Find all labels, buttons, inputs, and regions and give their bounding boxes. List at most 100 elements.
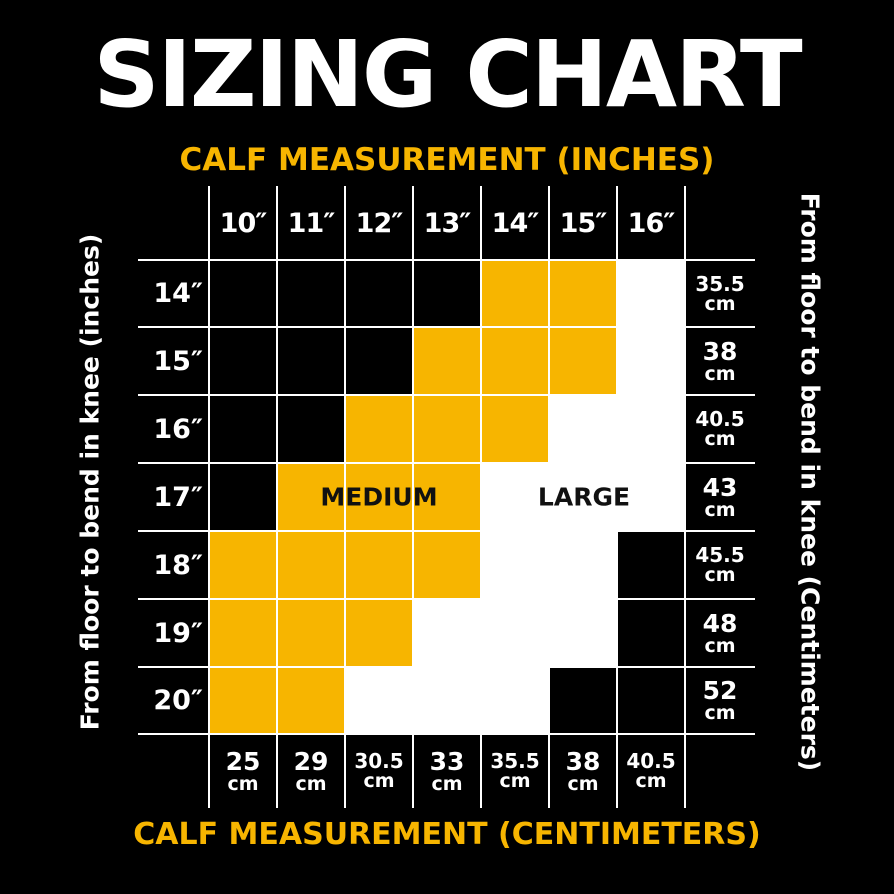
large-zone-label: LARGE bbox=[537, 482, 631, 512]
row-label-inches: 18″ bbox=[153, 549, 203, 581]
grid-cell bbox=[277, 463, 345, 531]
grid-cell bbox=[209, 531, 277, 599]
grid-cell bbox=[549, 260, 617, 327]
grid-line bbox=[138, 259, 755, 261]
grid-cell bbox=[481, 599, 549, 667]
grid-cell bbox=[209, 463, 277, 531]
row-label-cm-unit: cm bbox=[704, 564, 736, 586]
grid-line bbox=[138, 598, 755, 600]
row-label-inches: 17″ bbox=[153, 481, 203, 513]
row-label-cm-value: 45.5 bbox=[695, 543, 745, 567]
grid-line bbox=[480, 186, 482, 808]
column-label-inches: 11″ bbox=[287, 207, 336, 239]
row-label-cm-value: 43 bbox=[702, 472, 738, 502]
column-label-cm-unit: cm bbox=[635, 770, 667, 792]
grid-cell bbox=[549, 327, 617, 395]
row-label-inches: 19″ bbox=[153, 617, 203, 649]
grid-cell bbox=[549, 395, 617, 463]
column-label-cm-unit: cm bbox=[363, 770, 395, 792]
grid-cell bbox=[277, 395, 345, 463]
row-label-cm-unit: cm bbox=[704, 362, 736, 385]
grid-cell bbox=[209, 667, 277, 734]
grid-line bbox=[616, 186, 618, 808]
column-label-inches: 14″ bbox=[491, 207, 540, 239]
grid-line bbox=[684, 186, 686, 808]
grid-cell bbox=[481, 260, 549, 327]
calf-inches-heading: CALF MEASUREMENT (INCHES) bbox=[179, 142, 715, 178]
row-label-cm-unit: cm bbox=[704, 634, 736, 657]
column-label-cm-unit: cm bbox=[227, 772, 259, 795]
medium-zone-label: MEDIUM bbox=[320, 482, 438, 512]
grid-line bbox=[138, 666, 755, 668]
grid-cell bbox=[277, 327, 345, 395]
grid-cell bbox=[345, 599, 413, 667]
column-label-inches: 10″ bbox=[219, 207, 268, 239]
grid-cell bbox=[481, 463, 549, 531]
grid-cell bbox=[277, 260, 345, 327]
column-label-inches: 12″ bbox=[355, 207, 404, 239]
row-label-cm: 35.5 cm bbox=[685, 260, 755, 327]
row-label-cm-value: 40.5 bbox=[695, 407, 745, 431]
column-label-cm: 33 cm bbox=[413, 734, 481, 808]
grid-line bbox=[138, 394, 755, 396]
column-label-cm: 35.5 cm bbox=[481, 734, 549, 808]
row-label-cm-unit: cm bbox=[704, 292, 736, 315]
grid-cell bbox=[617, 395, 685, 463]
column-label-cm-value: 38 bbox=[565, 746, 601, 776]
grid-cell bbox=[549, 667, 617, 734]
grid-line bbox=[276, 186, 278, 808]
grid-cell bbox=[413, 463, 481, 531]
grid-cell bbox=[549, 599, 617, 667]
column-label-cm-value: 35.5 bbox=[490, 749, 540, 773]
grid-line bbox=[138, 530, 755, 532]
column-label-cm: 38 cm bbox=[549, 734, 617, 808]
column-label-cm-unit: cm bbox=[431, 772, 463, 795]
grid-line bbox=[138, 326, 755, 328]
row-label-cm: 45.5 cm bbox=[685, 531, 755, 599]
row-label-cm-unit: cm bbox=[704, 702, 736, 724]
column-label-cm: 40.5 cm bbox=[617, 734, 685, 808]
column-label-inches: 15″ bbox=[559, 207, 608, 239]
grid-cell bbox=[209, 260, 277, 327]
page-title: SIZING CHART bbox=[93, 21, 802, 128]
row-label-cm-unit: cm bbox=[704, 428, 736, 450]
grid-cell bbox=[345, 327, 413, 395]
column-label-cm-value: 33 bbox=[429, 746, 465, 776]
row-label-inches: 16″ bbox=[153, 413, 203, 445]
grid-cell bbox=[617, 667, 685, 734]
column-label-cm: 30.5 cm bbox=[345, 734, 413, 808]
column-label-cm-value: 30.5 bbox=[354, 749, 404, 773]
grid-line bbox=[208, 186, 210, 808]
grid-cell bbox=[481, 667, 549, 734]
grid-cell bbox=[413, 327, 481, 395]
grid-cell bbox=[413, 667, 481, 734]
column-label-cm-unit: cm bbox=[295, 772, 327, 795]
grid-cell bbox=[345, 463, 413, 531]
grid-cell bbox=[413, 395, 481, 463]
row-label-cm-value: 48 bbox=[702, 608, 738, 638]
grid-line bbox=[412, 186, 414, 808]
row-label-inches: 20″ bbox=[153, 685, 203, 716]
grid-cell bbox=[209, 599, 277, 667]
grid-line bbox=[344, 186, 346, 808]
row-label-cm: 38 cm bbox=[685, 327, 755, 395]
grid-cell bbox=[345, 395, 413, 463]
calf-centimeters-heading: CALF MEASUREMENT (CENTIMETERS) bbox=[133, 817, 761, 852]
column-label-inches: 13″ bbox=[423, 207, 472, 239]
grid-cell bbox=[209, 395, 277, 463]
grid-cell bbox=[617, 531, 685, 599]
row-label-cm-value: 35.5 bbox=[695, 271, 745, 296]
grid-cell bbox=[413, 599, 481, 667]
row-label-inches: 15″ bbox=[153, 345, 203, 377]
row-label-inches: 14″ bbox=[153, 278, 203, 309]
column-label-cm-value: 29 bbox=[293, 746, 329, 776]
column-label-cm-value: 25 bbox=[225, 746, 261, 776]
grid-cell bbox=[481, 327, 549, 395]
grid-cell bbox=[345, 260, 413, 327]
grid-cell bbox=[277, 531, 345, 599]
grid-cell bbox=[413, 531, 481, 599]
grid-cell bbox=[549, 531, 617, 599]
column-label-cm-unit: cm bbox=[567, 772, 599, 795]
row-label-cm-unit: cm bbox=[704, 498, 736, 521]
